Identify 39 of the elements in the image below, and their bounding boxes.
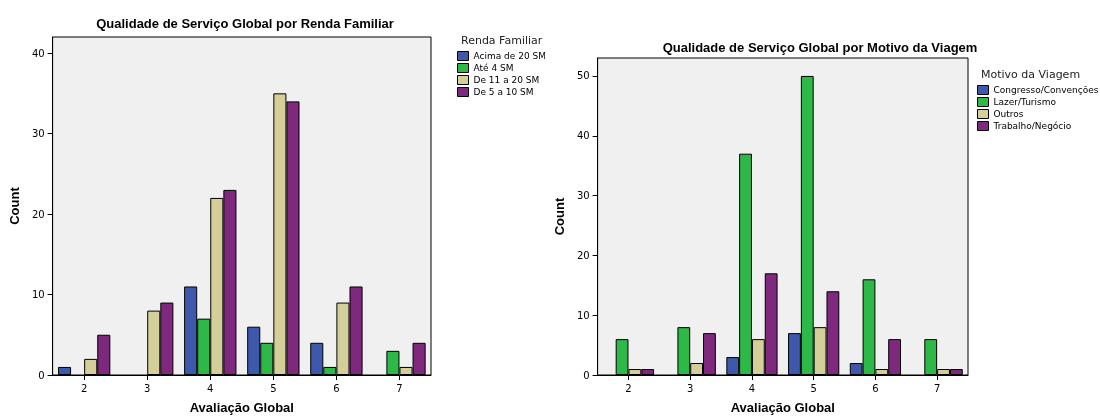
legend-label: Congresso/Convenções <box>993 85 1099 95</box>
x-axis-title: Avaliação Global <box>730 400 835 415</box>
x-tick-label: 3 <box>687 382 694 394</box>
chart-title: Qualidade de Serviço Global por Renda Familiar <box>96 16 394 31</box>
y-tick-label: 10 <box>31 289 45 301</box>
y-tick-label: 30 <box>576 190 590 202</box>
legend-label: Trabalho/Negócio <box>992 121 1072 131</box>
legend-label: Lazer/Turismo <box>993 97 1057 107</box>
y-tick-label: 40 <box>31 47 45 59</box>
x-tick-label: 5 <box>270 382 277 394</box>
legend-label: Até 4 SM <box>473 63 514 73</box>
y-tick-label: 50 <box>576 70 590 82</box>
y-axis-title: Count <box>7 186 22 225</box>
x-tick-label: 3 <box>144 382 151 394</box>
chart-title: Qualidade de Serviço Global por Motivo da Viagem <box>662 40 978 55</box>
legend-label: Acima de 20 SM <box>473 51 546 61</box>
y-tick-label: 0 <box>583 369 590 381</box>
legend-title: Motivo da Viagem <box>981 68 1081 81</box>
x-tick-label: 6 <box>333 382 340 394</box>
y-tick-label: 20 <box>31 208 45 220</box>
y-axis-title: Count <box>552 197 567 236</box>
x-axis-title: Avaliação Global <box>189 400 294 415</box>
x-tick-label: 4 <box>207 382 214 394</box>
y-tick-label: 0 <box>38 369 45 381</box>
x-tick-label: 4 <box>748 382 756 394</box>
x-tick-label: 7 <box>396 382 403 394</box>
x-tick-label: 2 <box>625 382 632 394</box>
y-tick-label: 20 <box>576 249 590 261</box>
y-tick-label: 30 <box>31 128 45 140</box>
x-tick-label: 6 <box>872 382 879 394</box>
x-tick-label: 5 <box>810 382 817 394</box>
x-tick-label: 7 <box>933 382 941 394</box>
y-tick-label: 40 <box>576 130 590 142</box>
x-tick-label: 2 <box>80 382 88 394</box>
y-tick-label: 10 <box>576 309 590 321</box>
legend-title: Renda Familiar <box>461 34 543 47</box>
legend-label: De 11 a 20 SM <box>473 75 540 85</box>
legend-label: De 5 a 10 SM <box>473 87 534 97</box>
legend-label: Outros <box>993 109 1024 119</box>
